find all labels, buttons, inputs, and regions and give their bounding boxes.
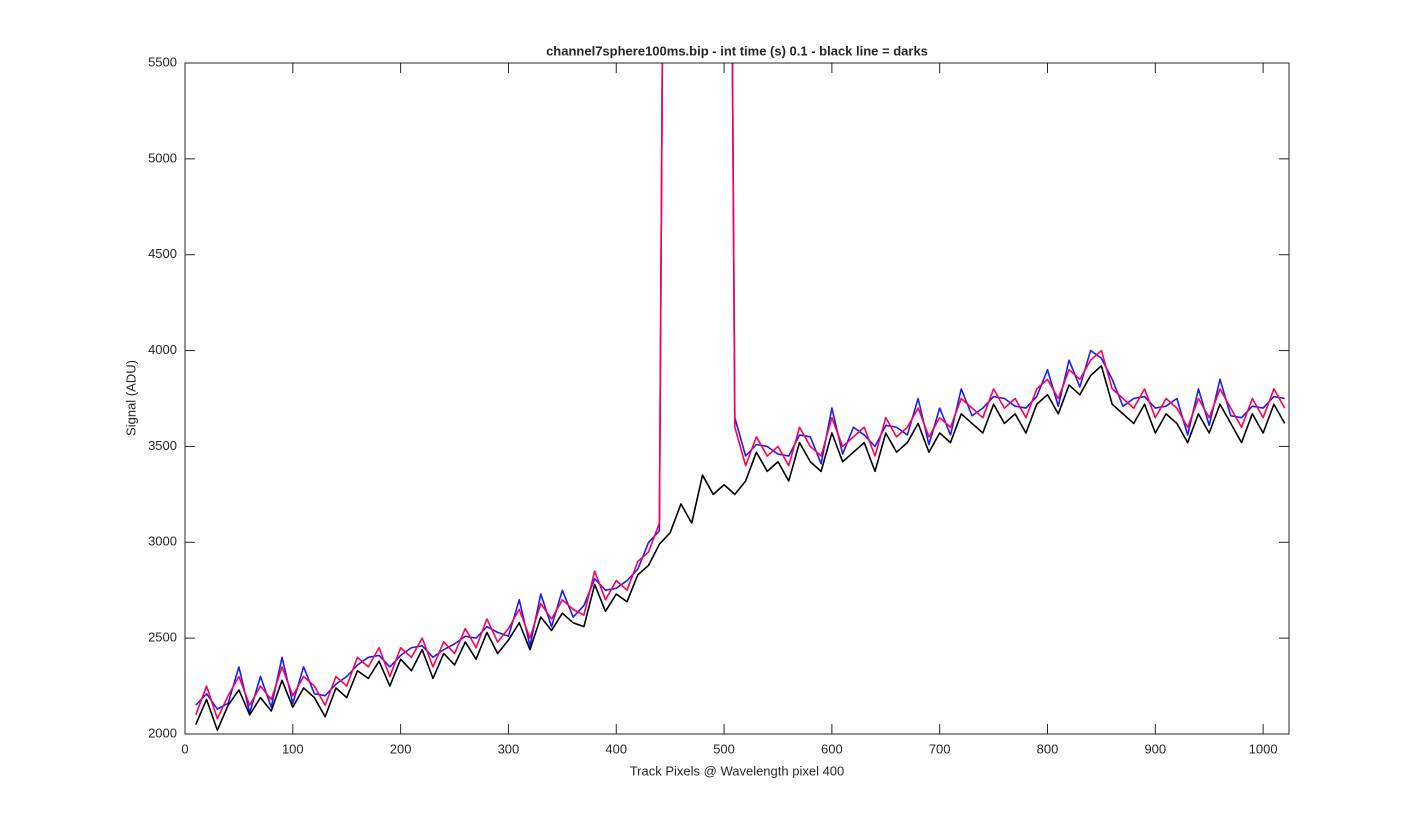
data-line — [195, 365, 1286, 731]
y-tick-label: 4000 — [148, 342, 177, 357]
axes-box — [184, 62, 1290, 735]
x-tick-label: 600 — [821, 741, 843, 756]
data-line — [195, 63, 1285, 714]
x-tick-label: 700 — [929, 741, 951, 756]
x-tick-label: 1000 — [1249, 741, 1278, 756]
x-tick-label: 500 — [713, 741, 735, 756]
x-axis-label: Track Pixels @ Wavelength pixel 400 — [630, 763, 845, 778]
x-tick-label: 300 — [498, 741, 520, 756]
x-tick-label: 800 — [1037, 741, 1059, 756]
chart-title: channel7sphere100ms.bip - int time (s) 0… — [546, 43, 928, 58]
y-tick-label: 3000 — [148, 534, 177, 549]
x-tick-label: 400 — [605, 741, 627, 756]
y-tick-label: 2500 — [148, 630, 177, 645]
data-line — [195, 63, 1286, 720]
x-tick-label: 0 — [181, 741, 188, 756]
y-tick-label: 3500 — [148, 438, 177, 453]
y-tick-label: 4500 — [148, 246, 177, 261]
y-axis-label: Signal (ADU) — [123, 360, 138, 436]
y-tick-label: 2000 — [148, 725, 177, 740]
y-tick-label: 5500 — [148, 54, 177, 69]
x-tick-label: 200 — [390, 741, 412, 756]
y-tick-label: 5000 — [148, 150, 177, 165]
plot-lines — [195, 63, 1286, 731]
x-tick-label: 100 — [282, 741, 304, 756]
x-tick-label: 900 — [1144, 741, 1166, 756]
